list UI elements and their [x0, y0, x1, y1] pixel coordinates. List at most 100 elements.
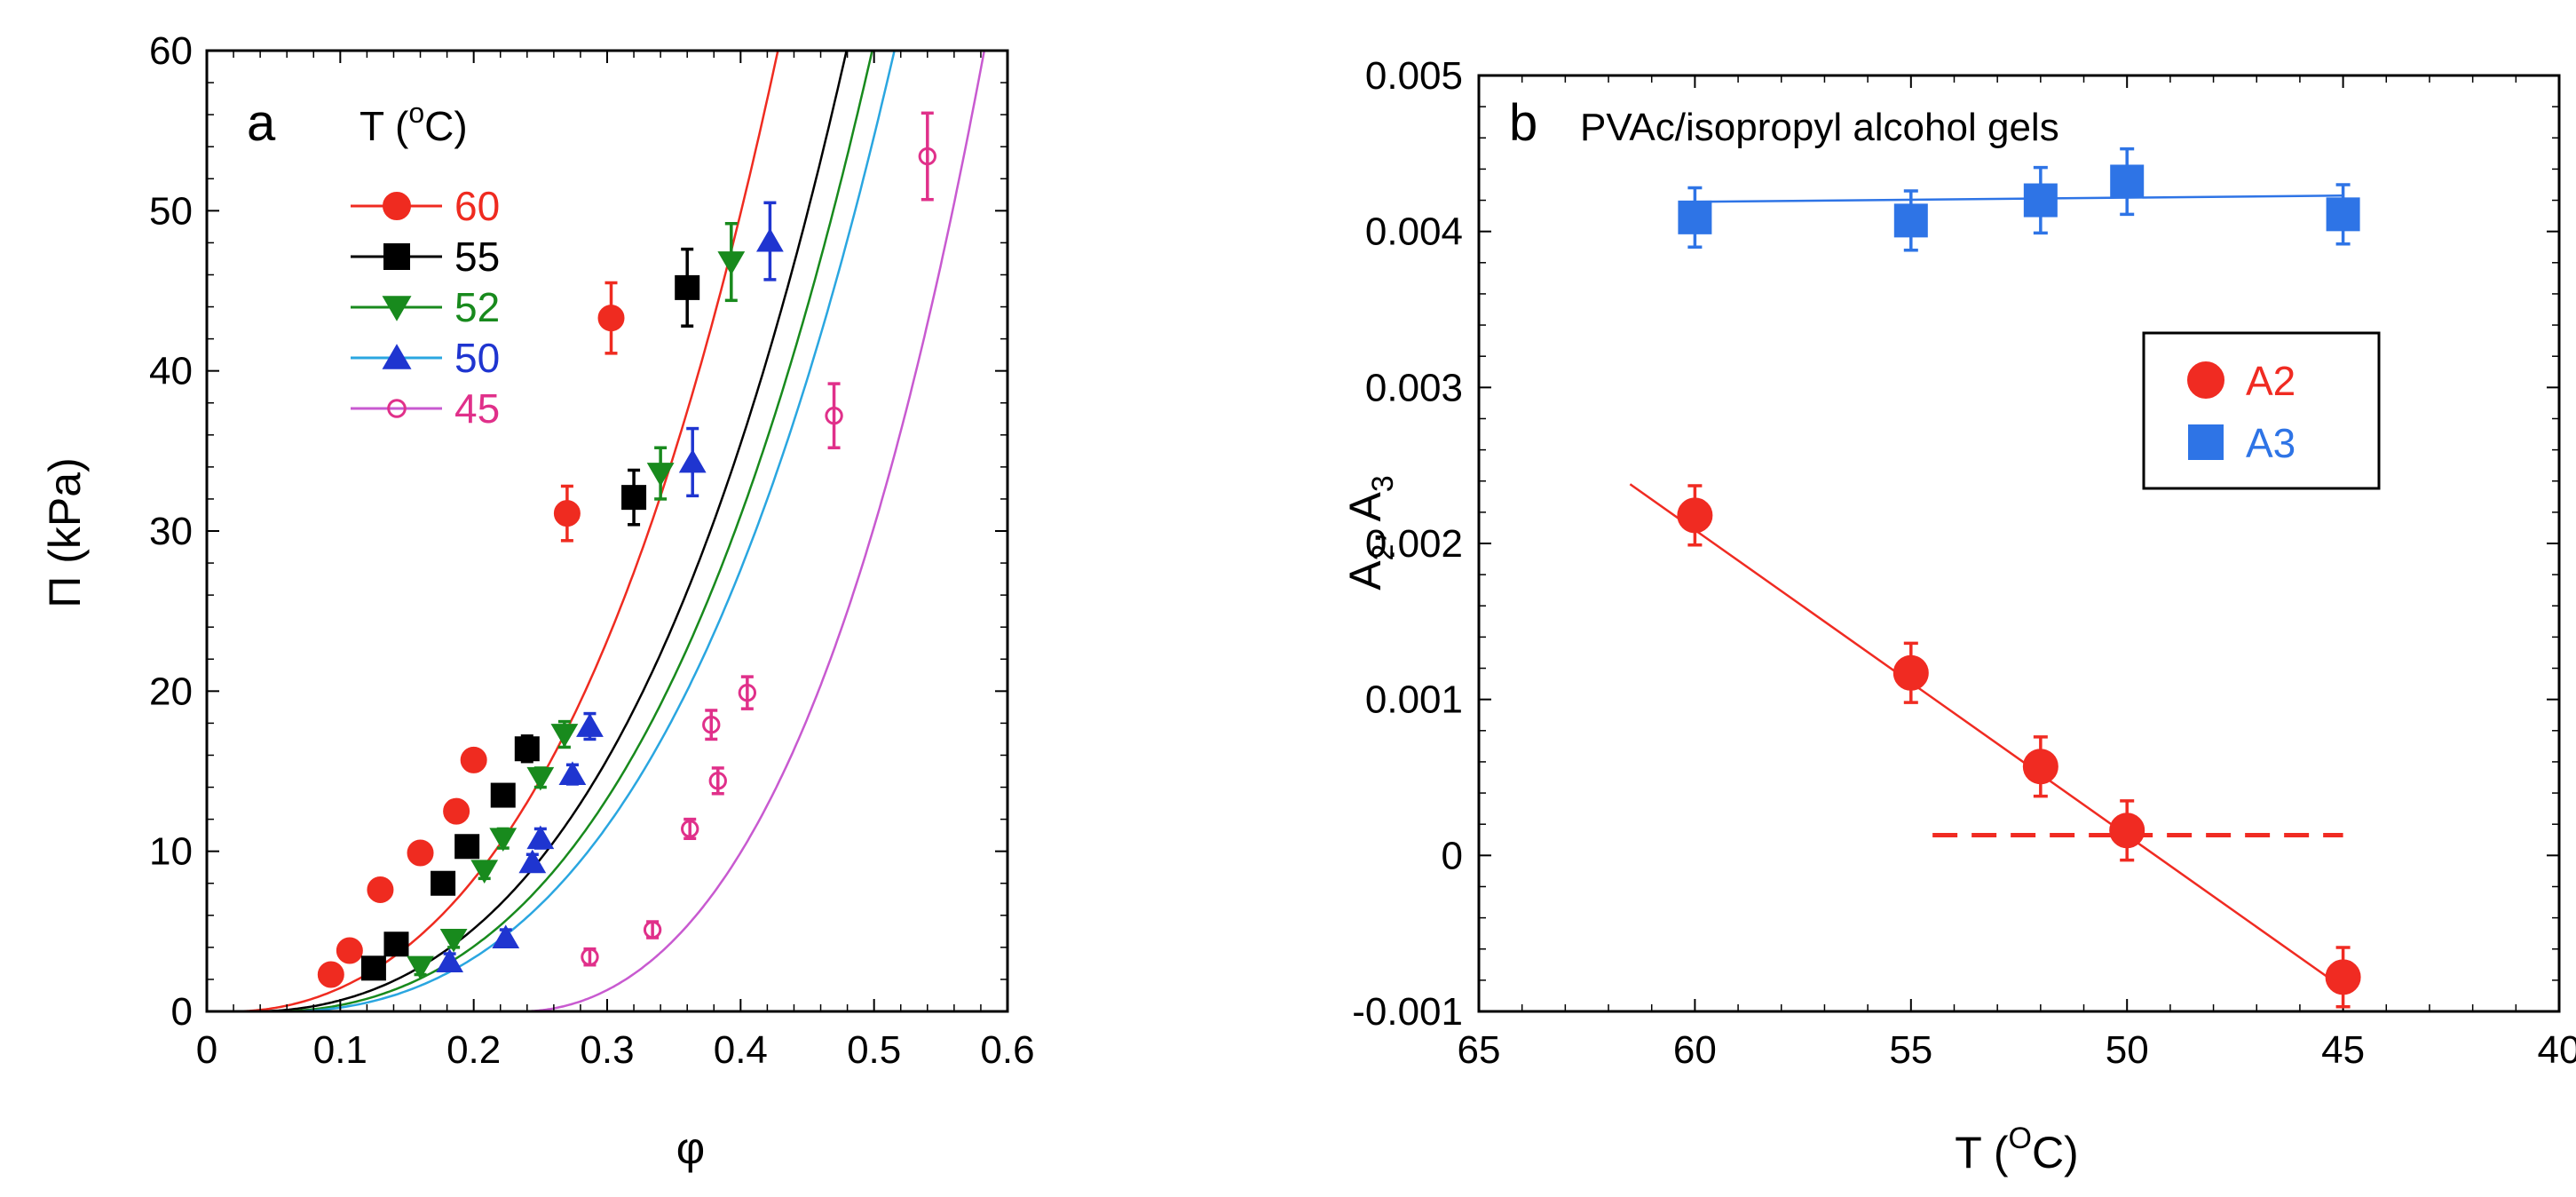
legend-label-A2: A2 — [2246, 358, 2295, 404]
a-y-tick-label: 10 — [149, 830, 193, 874]
a-y-tick-label: 60 — [149, 29, 193, 73]
a-x-tick-label: 0.2 — [446, 1028, 501, 1072]
a-x-axis-title: φ — [676, 1123, 705, 1173]
legend-label-50: 50 — [454, 335, 500, 381]
a-y-tick-label: 40 — [149, 350, 193, 393]
b-y-tick-label: -0.001 — [1352, 990, 1463, 1034]
a-panel-label: a — [247, 94, 276, 152]
data-point-A2 — [1892, 654, 1929, 691]
data-point-50 — [518, 849, 547, 874]
b-y-tick-label: 0.001 — [1365, 678, 1463, 722]
data-point-60 — [317, 961, 344, 988]
a-legend-title: T (oC) — [360, 97, 468, 149]
b-x-tick-label: 55 — [1889, 1028, 1932, 1072]
fit-curve-60 — [233, 51, 779, 1011]
a-axis-ticks — [206, 50, 1008, 1012]
a-y-tick-label: 30 — [149, 510, 193, 553]
a-y-tick-label: 20 — [149, 670, 193, 713]
legend-marker-55 — [383, 243, 410, 270]
a-x-tick-label: 0.1 — [313, 1028, 367, 1072]
b-y-tick-label: 0.003 — [1365, 366, 1463, 409]
b-x-tick-label: 50 — [2106, 1028, 2149, 1072]
b-x-tick-label: 65 — [1458, 1028, 1501, 1072]
a-x-tick-label: 0.3 — [580, 1028, 634, 1072]
b-fit-lines — [1629, 194, 2344, 989]
data-point-50 — [492, 924, 520, 948]
data-point-60 — [443, 797, 470, 825]
b-title: PVAc/isopropyl alcohol gels — [1580, 106, 2059, 149]
legend-label-45: 45 — [454, 385, 500, 432]
data-point-52 — [470, 860, 499, 884]
b-y-tick-label: 0.002 — [1365, 522, 1463, 566]
a-tick-labels: 0 0.1 0.2 0.3 0.4 0.5 0.6 0 10 20 30 40 50 60 — [149, 29, 1035, 1072]
b-legend-box — [2142, 331, 2381, 490]
data-point-A2 — [1677, 497, 1713, 534]
a-data-points — [317, 111, 936, 988]
data-point-A3 — [2023, 183, 2058, 218]
data-point-55 — [454, 834, 480, 860]
data-point-55 — [383, 931, 409, 957]
a-plot-frame — [205, 49, 1009, 1013]
legend-marker-50 — [382, 344, 412, 369]
data-point-A3 — [1893, 203, 1928, 238]
data-point-A3 — [2326, 197, 2360, 232]
data-point-60 — [460, 746, 487, 773]
fit-line-A2 — [1629, 483, 2344, 989]
data-point-55 — [514, 736, 540, 762]
legend-label-60: 60 — [454, 183, 500, 229]
data-point-60 — [407, 839, 434, 867]
error-bar-45 — [921, 111, 934, 202]
b-plot-frame — [1477, 74, 2561, 1013]
b-y-tick-label: 0.004 — [1365, 210, 1463, 254]
data-point-60 — [597, 305, 625, 332]
data-point-45 — [825, 406, 843, 425]
legend-marker-45 — [387, 399, 407, 418]
data-point-A3 — [2110, 164, 2145, 199]
a-y-tick-label: 50 — [149, 189, 193, 233]
b-y-tick-label: 0 — [1442, 834, 1463, 877]
a-x-tick-label: 0.6 — [980, 1028, 1034, 1072]
b-axis-ticks — [1478, 75, 2560, 1012]
b-tick-labels: 65 60 55 50 45 40 -0.001 0 0.001 0.002 0.003 0.004 0… — [1352, 54, 2576, 1072]
data-point-55 — [360, 955, 386, 981]
a-x-tick-label: 0 — [196, 1028, 217, 1072]
legend-label-55: 55 — [454, 234, 500, 280]
fit-curve-45 — [520, 51, 986, 1011]
fit-curve-52 — [273, 51, 873, 1011]
data-point-52 — [646, 463, 675, 487]
data-point-45 — [681, 820, 699, 838]
b-x-tick-label: 60 — [1673, 1028, 1717, 1072]
b-y-axis-title: A2, A3 — [1340, 475, 1400, 591]
error-bar-45 — [705, 709, 718, 741]
b-data-points — [1677, 147, 2361, 1009]
data-point-A3 — [1678, 200, 1712, 234]
legend-marker-A2 — [2187, 361, 2224, 399]
data-point-52 — [489, 828, 518, 852]
data-point-50 — [678, 448, 707, 473]
b-x-tick-label: 40 — [2538, 1028, 2576, 1072]
data-point-55 — [675, 274, 700, 300]
data-point-55 — [490, 782, 516, 808]
a-y-tick-label: 0 — [171, 990, 193, 1034]
error-bar-45 — [827, 382, 841, 449]
legend-marker-60 — [383, 192, 411, 220]
fit-curve-55 — [253, 51, 848, 1011]
b-y-tick-label: 0.005 — [1365, 54, 1463, 98]
legend-marker-52 — [382, 296, 412, 321]
legend-marker-A3 — [2188, 424, 2224, 460]
data-point-45 — [643, 920, 662, 939]
data-point-45 — [918, 147, 936, 166]
b-x-tick-label: 45 — [2321, 1028, 2365, 1072]
data-point-52 — [407, 955, 434, 980]
data-point-50 — [436, 948, 464, 972]
panel-a: 0 0.1 0.2 0.3 0.4 0.5 0.6 0 10 20 30 40 50 60 a T (oC… — [40, 29, 1035, 1173]
error-bar-45 — [740, 675, 754, 710]
data-point-A2 — [2325, 959, 2361, 995]
data-point-52 — [550, 724, 579, 748]
data-point-A2 — [2022, 749, 2058, 785]
